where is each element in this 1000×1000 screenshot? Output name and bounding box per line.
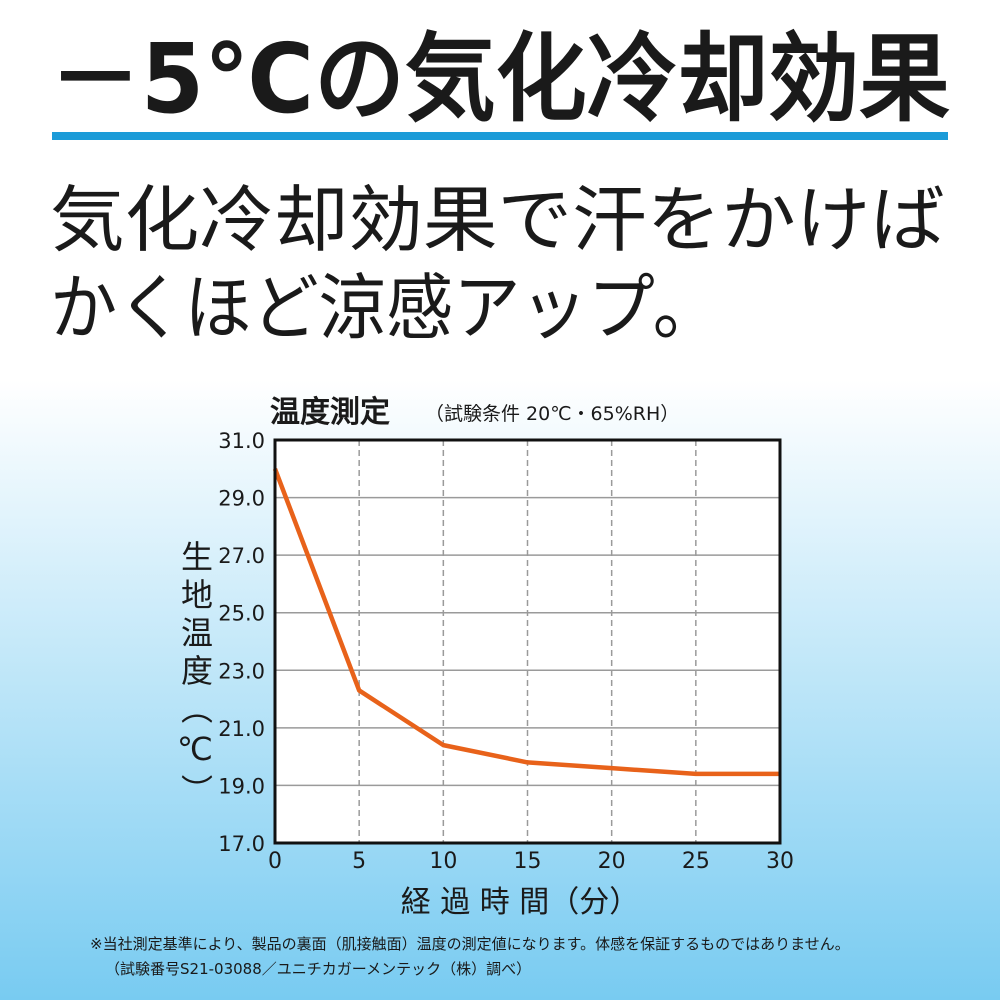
plot-frame: [273, 438, 782, 845]
y-tick-label: 17.0: [218, 832, 265, 856]
x-tick-label: 10: [429, 849, 457, 874]
x-tick-label: 30: [766, 849, 794, 874]
chart-subtitle: （試験条件 20℃・65%RH）: [425, 403, 679, 425]
y-tick-label: 31.0: [218, 429, 265, 453]
y-tick-label: 25.0: [218, 602, 265, 626]
x-tick-label: 5: [352, 849, 366, 874]
y-tick-label: 27.0: [218, 544, 265, 568]
y-axis-label: 生地温度（℃）: [176, 540, 214, 812]
x-tick-label: 20: [598, 849, 626, 874]
headline: －5℃の気化冷却効果: [50, 23, 950, 135]
x-tick-label: 15: [514, 849, 542, 874]
note: ※当社測定基準により、製品の裏面（肌接触面）温度の測定値になります。体感を保証す…: [90, 935, 850, 953]
x-tick-label: 0: [268, 849, 282, 874]
y-tick-label: 23.0: [218, 659, 265, 683]
y-tick-label: 19.0: [218, 774, 265, 798]
divider: [52, 132, 948, 140]
chart-title: 温度測定: [270, 395, 390, 430]
subtitle-line: かくほど涼感アップ。: [50, 266, 720, 350]
y-tick-label: 21.0: [218, 717, 265, 741]
subtitle-line: 気化冷却効果で汗をかけば: [50, 178, 945, 262]
data-line: [272, 467, 780, 777]
x-tick-label: 25: [682, 849, 710, 874]
x-axis-label: 経 過 時 間（分）: [401, 885, 640, 920]
note: （試験番号S21-03088／ユニチカガーメンテック（株）調べ）: [105, 960, 531, 978]
y-tick-label: 29.0: [218, 487, 265, 511]
